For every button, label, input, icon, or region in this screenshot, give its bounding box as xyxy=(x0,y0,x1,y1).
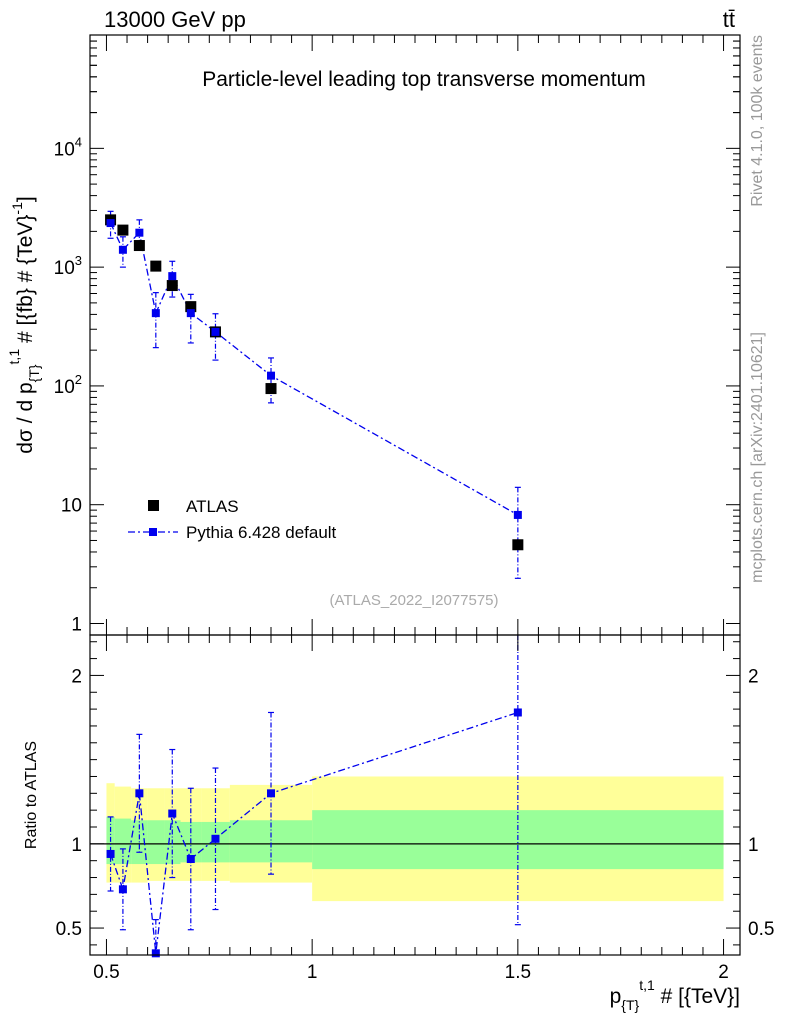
ratio-ytick-label-right: 0.5 xyxy=(748,919,774,940)
ratio-mc-point xyxy=(151,949,160,958)
legend-label-mc: Pythia 6.428 default xyxy=(186,523,337,542)
main-ytick-label: 103 xyxy=(54,253,82,279)
xtick-label: 0.5 xyxy=(93,962,119,983)
ratio-mc-point xyxy=(513,708,522,717)
ratio-ylabel: Ratio to ATLAS xyxy=(23,741,40,849)
legend-label-atlas: ATLAS xyxy=(186,497,239,516)
ratio-ytick-label: 1 xyxy=(71,835,82,856)
ratio-mc-point xyxy=(168,809,177,818)
ratio-mc-point xyxy=(186,855,195,863)
legend: ATLAS Pythia 6.428 default xyxy=(128,497,337,542)
mc-point xyxy=(135,228,144,237)
mc-point xyxy=(168,272,177,281)
main-ytick-label: 10 xyxy=(61,496,82,517)
ratio-ytick-label-right: 1 xyxy=(748,835,759,856)
main-title: Particle-level leading top transverse mo… xyxy=(202,68,646,91)
atlas-point xyxy=(512,539,524,551)
ratio-mc-point xyxy=(267,789,276,798)
atlas-point xyxy=(133,240,145,252)
ratio-ytick-label: 2 xyxy=(71,666,82,687)
xtick-label: 1 xyxy=(307,962,318,983)
process-label: tt̄ xyxy=(723,7,735,32)
rivet-label: Rivet 4.1.0, 100k events xyxy=(749,35,766,207)
ratio-mc-point xyxy=(118,885,127,894)
ratio-band-inner xyxy=(114,818,132,865)
legend-marker-atlas xyxy=(148,500,159,511)
main-panel: 1 10 102 103 104 Particle-level leading top … xyxy=(6,34,741,636)
ratio-mc-point xyxy=(135,789,144,798)
ratio-ytick-label-right: 2 xyxy=(748,666,759,687)
ratio-mc-point xyxy=(211,834,220,843)
ratio-mc-point xyxy=(106,849,115,858)
atlas-point xyxy=(117,224,129,236)
mc-point xyxy=(513,510,522,519)
mc-point xyxy=(267,371,276,380)
ratio-frame xyxy=(89,634,741,956)
mcplots-label: mcplots.cern.ch [arXiv:2401.10621] xyxy=(749,332,766,583)
atlas-point xyxy=(265,383,277,395)
legend-marker-mc xyxy=(149,528,157,536)
atlas-point xyxy=(150,260,162,272)
main-ytick-label: 104 xyxy=(54,134,82,160)
ratio-ytick-label: 0.5 xyxy=(56,919,82,940)
main-ytick-label: 1 xyxy=(71,614,82,635)
main-frame xyxy=(89,34,741,636)
main-plot-content xyxy=(105,210,524,579)
atlas-point xyxy=(185,301,197,313)
main-ytick-label: 102 xyxy=(54,372,82,398)
atlas-point xyxy=(166,280,178,292)
main-ylabel: dσ / d p{T}t,1 # [{fb} # {TeV}-1] xyxy=(6,196,42,453)
main-axes: 1 10 102 103 104 xyxy=(54,34,740,635)
mc-line xyxy=(109,222,519,516)
xtick-label: 1.5 xyxy=(505,962,531,983)
mc-point xyxy=(118,245,127,254)
energy-label: 13000 GeV pp xyxy=(104,7,246,32)
watermark: (ATLAS_2022_I2077575) xyxy=(329,592,498,609)
ratio-plot-content xyxy=(90,635,740,958)
ratio-panel: 0.5 0.51 12 20.5 1 1.5 2 Ratio to ATLAS p{T}t,… xyxy=(23,634,774,1013)
mc-point xyxy=(211,327,220,336)
xtick-label: 2 xyxy=(718,962,729,983)
ratio-band-inner xyxy=(147,820,165,865)
mc-point xyxy=(151,309,160,318)
mc-point xyxy=(106,219,115,228)
mc-point xyxy=(186,309,195,318)
ratio-axes: 0.5 0.5 1 1 2 2 0.5 1 1.5 2 xyxy=(56,635,774,983)
